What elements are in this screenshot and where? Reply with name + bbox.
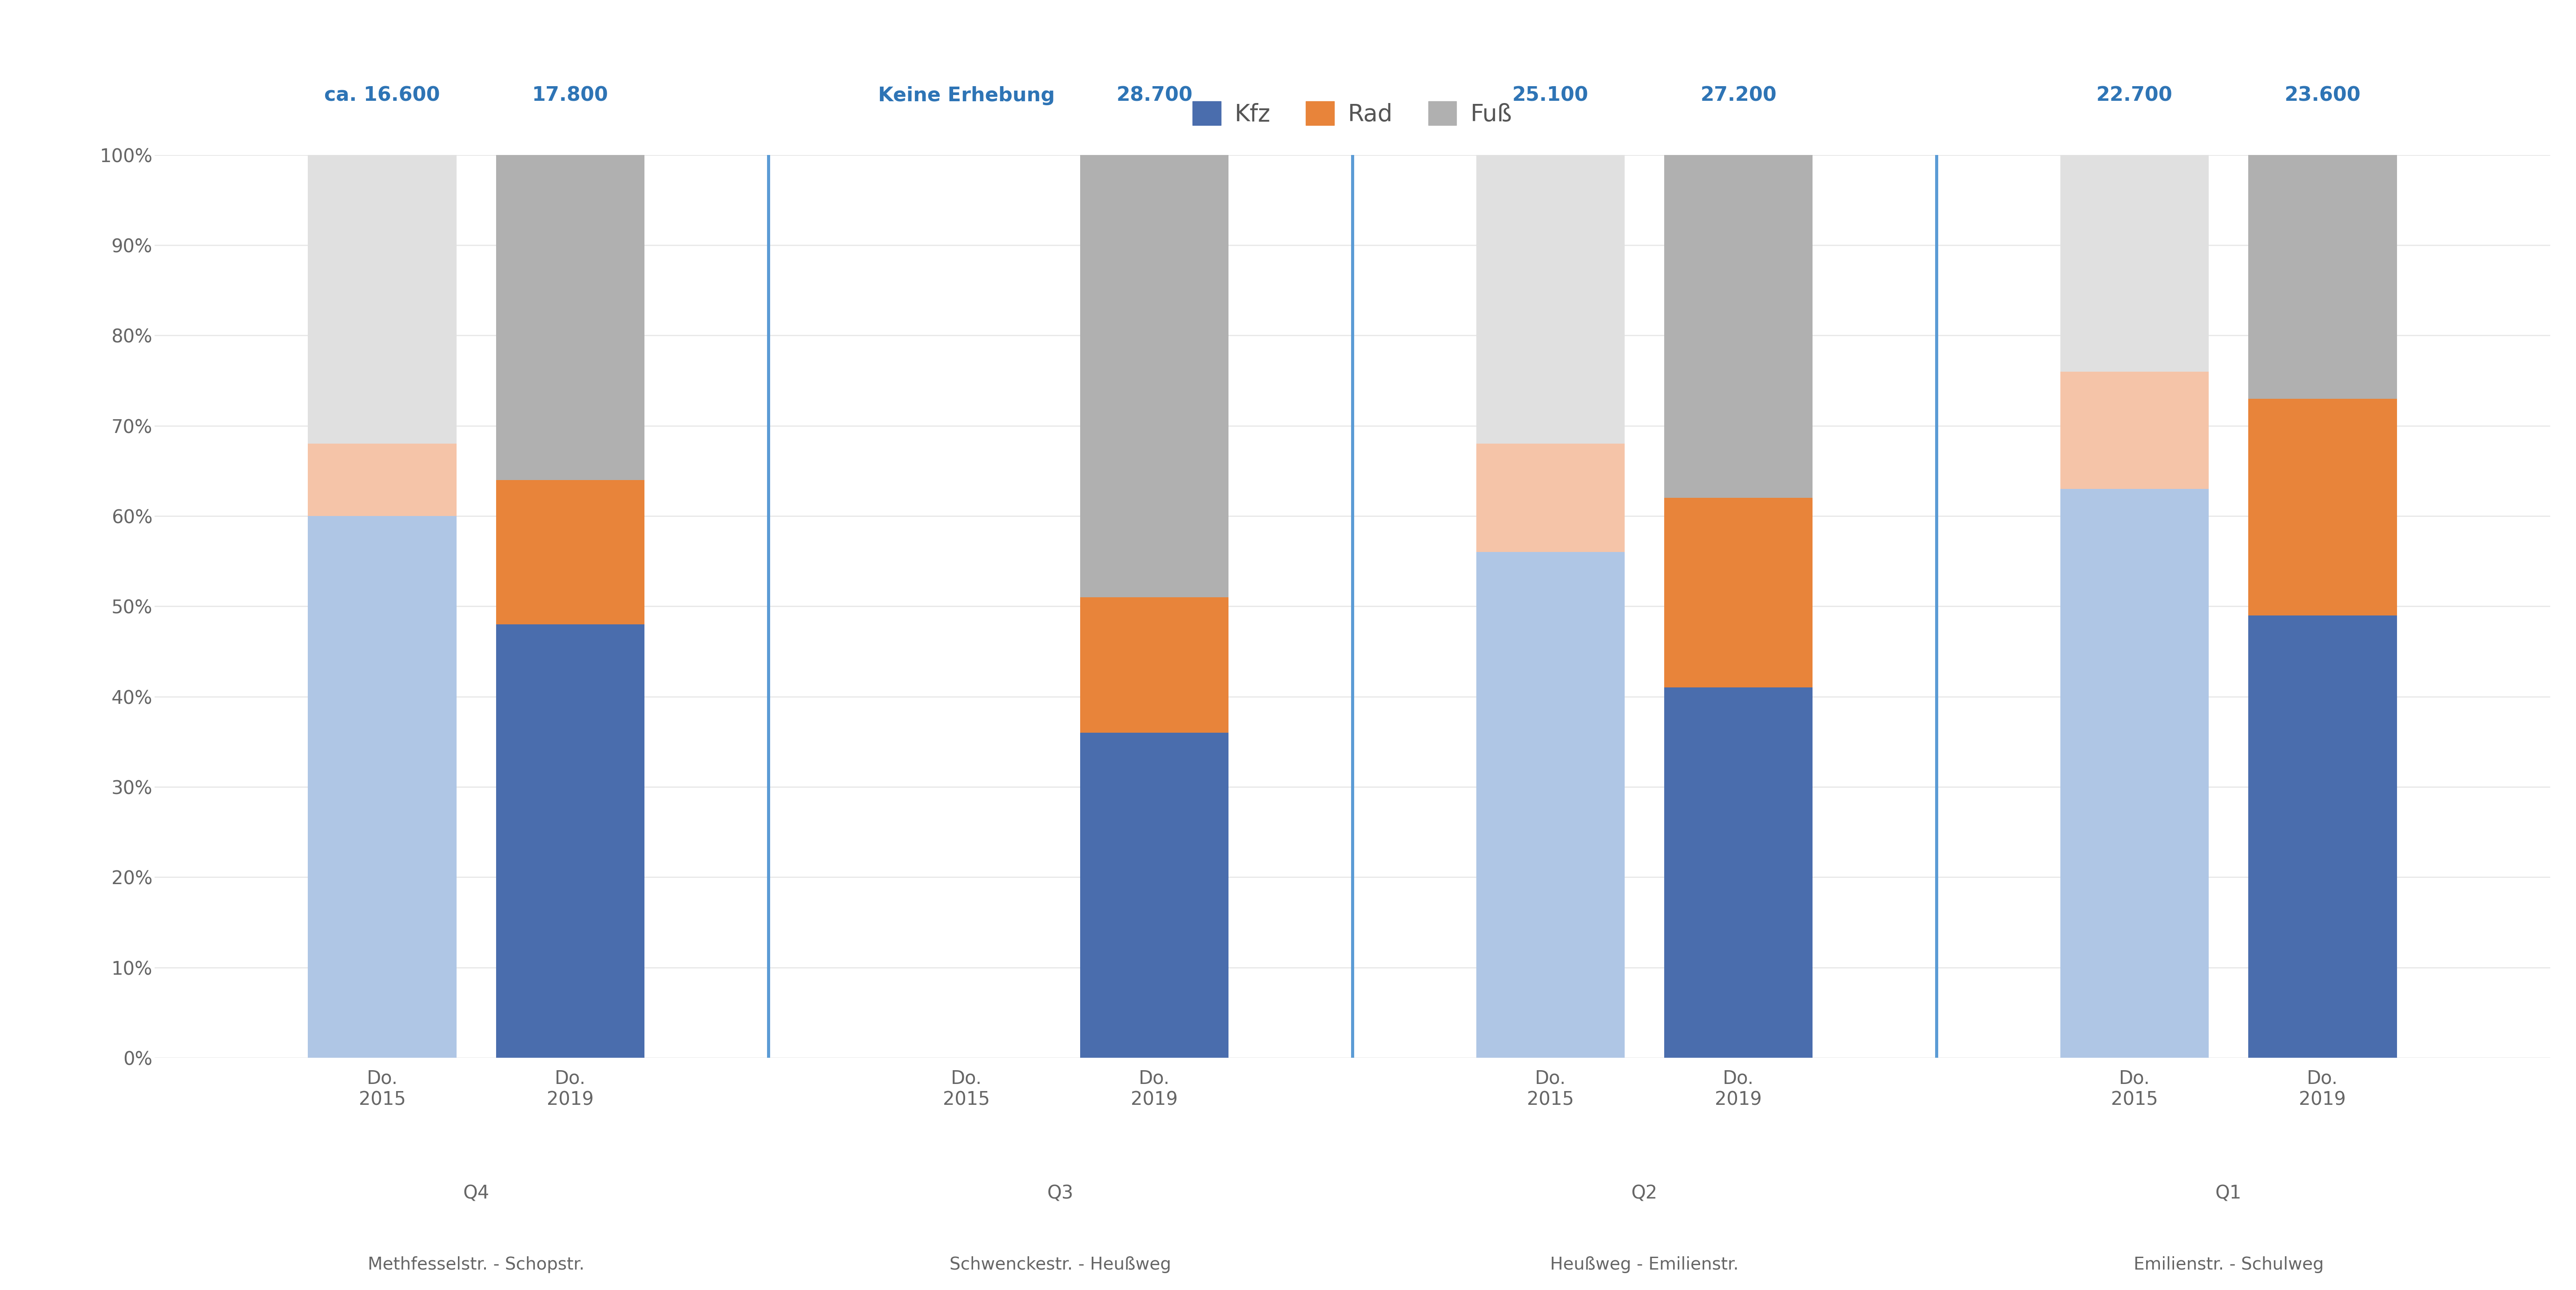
Bar xyxy=(1664,688,1814,1058)
Text: Keine Erhebung: Keine Erhebung xyxy=(878,86,1054,104)
Text: Q1: Q1 xyxy=(2215,1184,2241,1202)
Bar xyxy=(309,444,456,516)
Text: 17.800: 17.800 xyxy=(533,86,608,104)
Text: Q2: Q2 xyxy=(1631,1184,1656,1202)
Bar xyxy=(1476,552,1625,1058)
Bar xyxy=(1079,733,1229,1058)
Text: Methfesselstr. - Schopstr.: Methfesselstr. - Schopstr. xyxy=(368,1256,585,1273)
Legend: Kfz, Rad, Fuß: Kfz, Rad, Fuß xyxy=(1185,94,1520,133)
Text: 22.700: 22.700 xyxy=(2097,86,2172,104)
Bar xyxy=(497,480,644,624)
Bar xyxy=(309,155,456,444)
Text: 25.100: 25.100 xyxy=(1512,86,1589,104)
Bar xyxy=(1079,155,1229,597)
Bar xyxy=(1664,155,1814,498)
Text: Schwenckestr. - Heußweg: Schwenckestr. - Heußweg xyxy=(951,1256,1172,1273)
Text: ca. 16.600: ca. 16.600 xyxy=(325,86,440,104)
Bar xyxy=(2061,372,2208,489)
Bar xyxy=(1079,597,1229,733)
Text: 27.200: 27.200 xyxy=(1700,86,1777,104)
Text: Emilienstr. - Schulweg: Emilienstr. - Schulweg xyxy=(2133,1256,2324,1273)
Text: 28.700: 28.700 xyxy=(1115,86,1193,104)
Bar xyxy=(2061,489,2208,1058)
Bar xyxy=(2061,155,2208,372)
Bar xyxy=(2249,155,2396,399)
Bar xyxy=(497,624,644,1058)
Bar xyxy=(497,155,644,480)
Bar xyxy=(1476,444,1625,552)
Bar xyxy=(1476,155,1625,444)
Bar xyxy=(309,516,456,1058)
Text: 23.600: 23.600 xyxy=(2285,86,2360,104)
Bar xyxy=(2249,399,2396,615)
Bar xyxy=(1664,498,1814,688)
Text: Q4: Q4 xyxy=(464,1184,489,1202)
Bar xyxy=(2249,615,2396,1058)
Text: Heußweg - Emilienstr.: Heußweg - Emilienstr. xyxy=(1551,1256,1739,1273)
Text: Q3: Q3 xyxy=(1048,1184,1074,1202)
